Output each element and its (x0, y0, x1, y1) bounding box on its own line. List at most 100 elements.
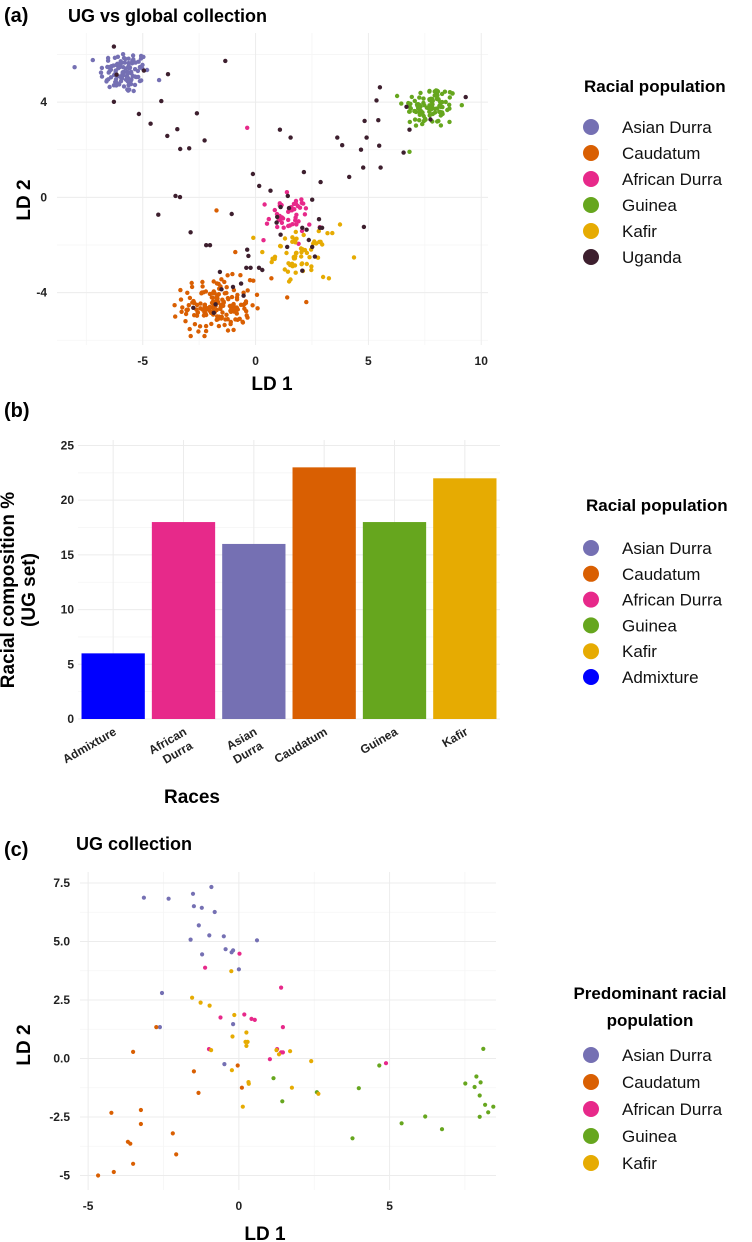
data-point-uganda (401, 150, 406, 155)
data-point-guinea (356, 1086, 361, 1091)
data-point-caudatum (220, 297, 225, 302)
legend-swatch-asian-durra (583, 1047, 599, 1063)
legend-label: Caudatum (622, 1073, 700, 1092)
data-point-caudatum (184, 307, 189, 313)
data-point-african-durra (286, 209, 291, 214)
data-point-kafir (245, 1039, 250, 1044)
data-point-african-durra (279, 220, 285, 225)
data-point-asian-durra (196, 923, 201, 928)
data-point-asian-durra (141, 54, 146, 60)
legend-swatch-african-durra (583, 1101, 599, 1117)
data-point-uganda (211, 310, 216, 315)
panel-c-plot: -5 0 5 -5 -2.5 0.0 2.5 5.0 7.5 (49, 872, 496, 1213)
data-point-guinea (459, 103, 464, 108)
data-point-asian-durra (120, 71, 125, 76)
data-point-uganda (377, 85, 383, 90)
data-point-asian-durra (156, 77, 162, 83)
data-point-asian-durra (72, 65, 77, 70)
data-point-uganda (165, 72, 171, 77)
data-point-caudatum (180, 305, 185, 310)
data-point-uganda (278, 232, 283, 237)
x-tick-label: Admixture (60, 724, 119, 766)
data-point-african-durra (286, 217, 291, 223)
data-point-uganda (141, 68, 147, 73)
data-point-caudatum (235, 292, 240, 298)
data-point-uganda (361, 165, 366, 170)
data-point-kafir (246, 1081, 251, 1086)
panel-c-legend-title-line2: population (607, 1011, 694, 1030)
data-point-caudatum (221, 303, 226, 308)
y-tick-label: 7.5 (53, 876, 70, 890)
data-point-caudatum (235, 1063, 240, 1068)
data-point-uganda (304, 227, 309, 232)
data-point-uganda (136, 111, 142, 117)
data-point-caudatum (187, 295, 193, 301)
data-point-african-durra (203, 965, 208, 970)
data-point-caudatum (244, 313, 249, 318)
data-point-guinea (412, 117, 418, 122)
data-point-guinea (350, 1136, 355, 1141)
data-point-uganda (204, 243, 209, 248)
data-point-kafir (274, 1048, 279, 1053)
data-point-caudatum (209, 321, 214, 327)
legend-label: Guinea (622, 616, 677, 635)
data-point-asian-durra (122, 60, 128, 65)
data-point-uganda (335, 135, 340, 140)
panel-c-title: UG collection (76, 834, 192, 854)
bar-caudatum (292, 467, 356, 719)
panel-c-label: (c) (4, 839, 28, 861)
data-point-uganda (219, 287, 224, 292)
panel-b-label: (b) (4, 400, 30, 422)
data-point-caudatum (222, 279, 227, 285)
data-point-caudatum (211, 289, 216, 294)
data-point-uganda (407, 127, 412, 132)
data-point-caudatum (178, 287, 183, 293)
data-point-caudatum (131, 1049, 136, 1054)
data-point-uganda (374, 98, 379, 103)
data-point-uganda (286, 205, 292, 211)
data-point-kafir (244, 1043, 249, 1048)
data-point-kafir (240, 1104, 245, 1109)
data-point-caudatum (199, 290, 205, 295)
data-point-guinea (439, 1127, 445, 1132)
panel-a: (a) UG vs global collection -5 0 5 10 -4 0 4 L… (4, 5, 726, 395)
data-point-guinea (417, 95, 422, 100)
data-point-kafir (260, 249, 265, 255)
data-point-guinea (463, 1081, 468, 1086)
data-point-african-durra (302, 212, 308, 217)
data-point-kafir (307, 255, 312, 260)
data-point-uganda (268, 188, 273, 193)
panel-a-legend: Asian Durra Caudatum African Durra Guinea Ka… (583, 118, 723, 267)
data-point-caudatum (207, 291, 213, 297)
data-point-kafir (311, 241, 316, 246)
data-point-caudatum (207, 304, 212, 310)
data-point-asian-durra (126, 83, 131, 88)
data-point-guinea (443, 99, 448, 105)
data-point-caudatum (200, 307, 205, 312)
data-point-kafir (309, 264, 314, 269)
data-point-african-durra (293, 215, 298, 220)
data-point-asian-durra (254, 938, 260, 943)
bar-african-durra (151, 522, 216, 719)
data-point-guinea (377, 1063, 382, 1068)
data-point-caudatum (254, 292, 260, 297)
data-point-kafir (269, 259, 274, 265)
bar-guinea (362, 522, 427, 719)
data-point-asian-durra (121, 84, 127, 89)
data-point-uganda (202, 138, 207, 143)
data-point-kafir (290, 235, 295, 240)
data-point-asian-durra (123, 56, 128, 62)
data-point-kafir (301, 232, 306, 238)
data-point-guinea (271, 1076, 276, 1081)
data-point-caudatum (209, 295, 214, 300)
panel-b-legend: Asian Durra Caudatum African Durra Guinea Ka… (583, 539, 723, 687)
data-point-uganda (217, 269, 223, 275)
data-point-guinea (394, 93, 400, 99)
data-point-caudatum (111, 1169, 116, 1175)
data-point-asian-durra (157, 1025, 162, 1030)
data-point-uganda (362, 118, 367, 124)
data-point-caudatum (225, 295, 231, 301)
data-point-caudatum (224, 312, 229, 317)
data-point-asian-durra (112, 55, 118, 60)
data-point-caudatum (198, 301, 203, 306)
